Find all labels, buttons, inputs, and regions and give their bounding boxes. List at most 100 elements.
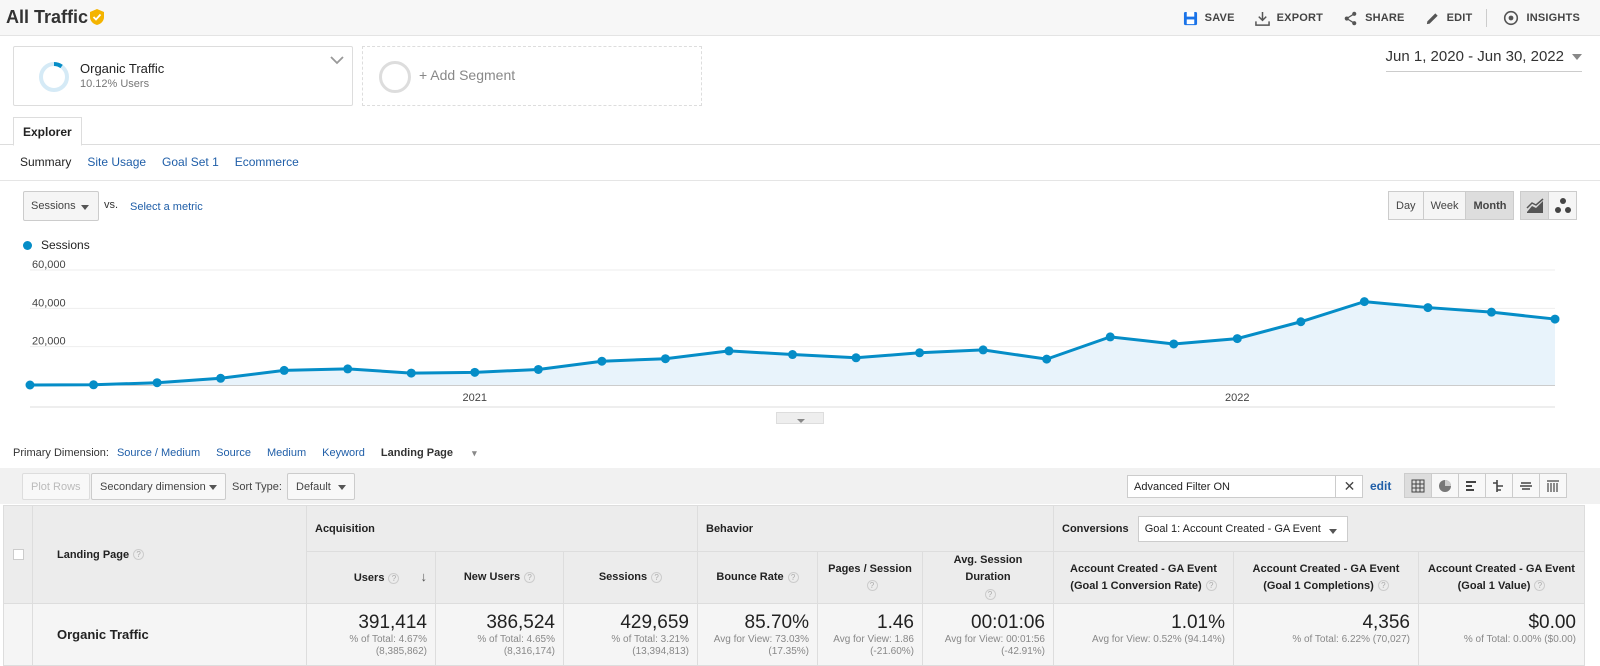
summary-new-users: 386,524% of Total: 4.65% (8,316,174) <box>435 603 564 666</box>
period-day-button[interactable]: Day <box>1388 191 1424 220</box>
dimension-source[interactable]: Source <box>216 447 251 459</box>
data-point <box>1486 307 1496 317</box>
segment-percent: 10.12% Users <box>80 78 150 90</box>
sort-type-select[interactable]: Default <box>287 473 355 500</box>
help-icon[interactable]: ? <box>984 588 996 600</box>
help-icon[interactable]: ? <box>1377 580 1389 592</box>
report-header: All Traffic SAVE EXPORT SHARE EDIT INSIG… <box>0 0 1600 36</box>
help-icon[interactable]: ? <box>866 580 878 592</box>
sort-type-label: Sort Type: <box>232 481 282 493</box>
legend-dot-icon <box>23 240 32 250</box>
behavior-group-header: Behavior <box>697 505 1054 552</box>
export-button[interactable]: EXPORT <box>1254 11 1323 26</box>
caret-down-icon <box>1328 528 1337 534</box>
page-title: All Traffic <box>6 7 89 27</box>
chevron-down-icon[interactable] <box>330 55 344 65</box>
select-metric-link[interactable]: Select a metric <box>130 201 203 213</box>
dimension-medium[interactable]: Medium <box>266 447 307 459</box>
help-icon[interactable]: ? <box>133 549 145 561</box>
tab-explorer[interactable]: Explorer <box>13 117 82 146</box>
col-users[interactable]: Users? ↓ <box>306 551 436 604</box>
metric-selector[interactable]: Sessions <box>23 191 99 221</box>
pivot-icon <box>1547 479 1559 492</box>
subtab-ecommerce[interactable]: Ecommerce <box>234 155 299 169</box>
col-avg-session-duration[interactable]: Avg. Session Duration? <box>922 551 1054 604</box>
period-week-button[interactable]: Week <box>1422 191 1467 220</box>
add-segment-button[interactable]: + Add Segment <box>362 46 702 106</box>
sort-type-value: Default <box>296 481 331 493</box>
landing-page-header-label: Landing Page <box>57 548 130 561</box>
select-all-cell <box>3 505 33 604</box>
bar-list-icon <box>1466 480 1476 491</box>
edit-button[interactable]: EDIT <box>1425 11 1473 26</box>
help-icon[interactable]: ? <box>1534 580 1546 592</box>
clear-filter-icon[interactable]: ✕ <box>1335 475 1363 498</box>
col-goal1-conversion-rate[interactable]: Account Created - GA Event (Goal 1 Conve… <box>1053 551 1234 604</box>
data-point <box>533 364 543 374</box>
conversions-group-header: Conversions Goal 1: Account Created - GA… <box>1053 505 1585 552</box>
share-button[interactable]: SHARE <box>1343 11 1405 26</box>
data-point <box>406 368 416 378</box>
term-cloud-view-button[interactable] <box>1512 473 1540 498</box>
col-pages-session[interactable]: Pages / Session? <box>817 551 923 604</box>
subtab-summary[interactable]: Summary <box>20 155 72 169</box>
plot-rows-button[interactable]: Plot Rows <box>22 473 90 500</box>
bounce-rate-avg: Avg for View: 73.03% <box>713 634 809 645</box>
help-icon[interactable]: ? <box>787 571 799 583</box>
grid-icon <box>1411 479 1425 492</box>
edit-filter-link[interactable]: edit <box>1370 479 1392 493</box>
col-pages-session-label: Pages / Session <box>828 562 912 575</box>
select-all-checkbox[interactable] <box>12 549 24 560</box>
secondary-dimension-select[interactable]: Secondary dimension <box>91 473 226 500</box>
subtab-goal-set-1[interactable]: Goal Set 1 <box>162 155 219 169</box>
pages-session-avg: Avg for View: 1.86 <box>833 634 914 645</box>
bubbles-icon <box>1554 197 1571 213</box>
period-month-button[interactable]: Month <box>1465 191 1515 220</box>
help-icon[interactable]: ? <box>1205 580 1217 592</box>
data-point <box>1042 354 1052 364</box>
segment-ring-icon <box>39 62 69 92</box>
goal-select[interactable]: Goal 1: Account Created - GA Event <box>1137 515 1348 542</box>
divider <box>1486 9 1488 27</box>
goal-value-pct: % of Total: 0.00% ($0.00) <box>1463 634 1576 645</box>
data-table-view-button[interactable] <box>1404 473 1432 498</box>
subtab-site-usage[interactable]: Site Usage <box>87 155 147 169</box>
landing-page-header[interactable]: Landing Page? <box>32 505 307 604</box>
pivot-view-button[interactable] <box>1539 473 1567 498</box>
help-icon[interactable]: ? <box>651 571 663 583</box>
insights-button[interactable]: INSIGHTS <box>1503 10 1580 26</box>
primary-dimension-bar: Primary Dimension: Source / Medium Sourc… <box>13 447 509 459</box>
dimension-source-medium[interactable]: Source / Medium <box>116 447 201 459</box>
chart-legend: Sessions <box>23 238 90 252</box>
verified-shield-icon <box>90 9 104 25</box>
primary-dimension-label: Primary Dimension: <box>13 447 109 459</box>
col-bounce-rate[interactable]: Bounce Rate? <box>697 551 818 604</box>
save-button[interactable]: SAVE <box>1183 11 1235 26</box>
line-chart-button[interactable] <box>1520 191 1549 220</box>
dimension-keyword[interactable]: Keyword <box>322 447 365 459</box>
help-icon[interactable]: ? <box>524 571 536 583</box>
segment-organic-traffic[interactable]: Organic Traffic 10.12% Users <box>13 46 353 106</box>
data-point <box>1550 314 1560 324</box>
advanced-filter-field[interactable]: Advanced Filter ON <box>1127 475 1363 498</box>
col-goal1-value[interactable]: Account Created - GA Event (Goal 1 Value… <box>1418 551 1585 604</box>
chart-collapse-handle[interactable] <box>776 412 824 424</box>
col-sessions[interactable]: Sessions? <box>563 551 698 604</box>
col-new-users[interactable]: New Users? <box>435 551 564 604</box>
table-toolbar: Plot Rows Secondary dimension Sort Type:… <box>0 468 1600 504</box>
pie-view-button[interactable] <box>1431 473 1459 498</box>
col-users-label: Users <box>353 572 385 584</box>
help-icon[interactable]: ? <box>388 572 400 584</box>
col-goal1-completions[interactable]: Account Created - GA Event (Goal 1 Compl… <box>1233 551 1419 604</box>
report-table: Landing Page? Acquisition Behavior Conve… <box>3 505 1585 666</box>
motion-chart-button[interactable] <box>1548 191 1577 220</box>
edit-label: EDIT <box>1446 12 1473 24</box>
users-value: 391,414 <box>358 612 427 633</box>
comparison-view-button[interactable] <box>1485 473 1513 498</box>
share-label: SHARE <box>1365 12 1405 24</box>
new-users-pct: % of Total: 4.65% <box>477 634 555 645</box>
performance-view-button[interactable] <box>1458 473 1486 498</box>
dimension-landing-page[interactable]: Landing Page ▾ <box>381 447 493 459</box>
col-value-label: Account Created - GA Event (Goal 1 Value… <box>1428 562 1575 592</box>
date-range-picker[interactable]: Jun 1, 2020 - Jun 30, 2022 <box>1385 48 1582 72</box>
